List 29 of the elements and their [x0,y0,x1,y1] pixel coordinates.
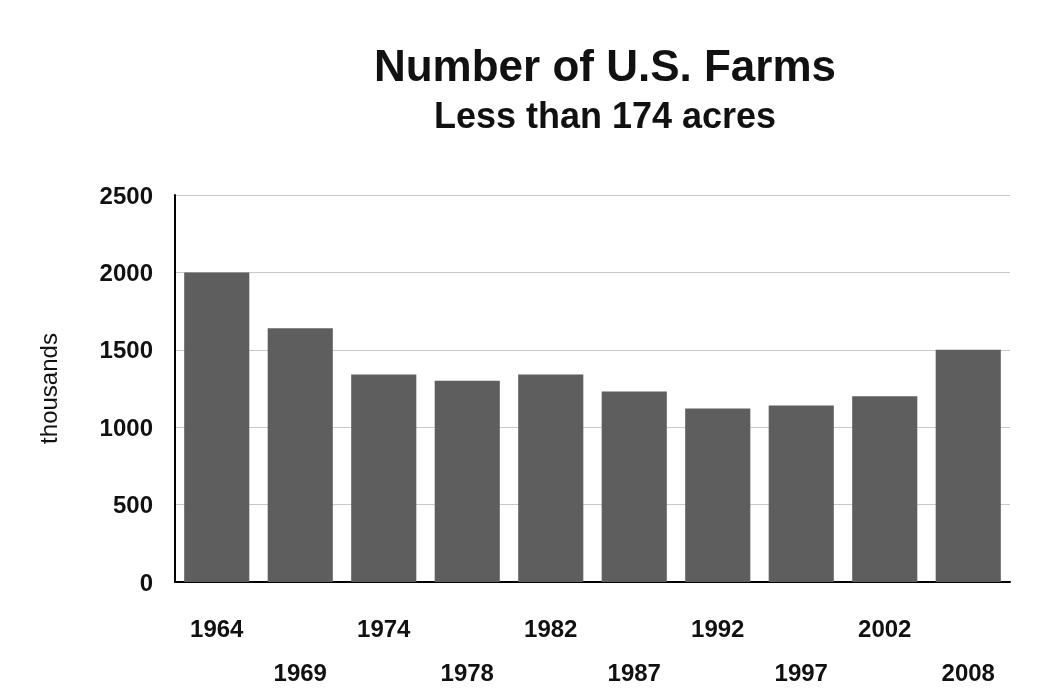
bar [685,408,751,582]
y-tick-label: 1000 [99,413,153,441]
bar [601,391,667,582]
x-tick-label: 1997 [774,658,828,686]
x-tick-label: 2002 [858,614,912,642]
x-tick-label: 1974 [357,614,412,642]
y-tick-label: 2000 [99,258,153,286]
chart-title: Number of U.S. Farms [373,40,837,90]
x-tick-label: 2008 [941,658,995,686]
y-tick-label: 500 [112,491,153,519]
x-tick-label: 1964 [190,614,245,642]
bar [434,380,500,582]
bar [518,374,584,582]
bar [184,272,250,582]
x-tick-label: 1982 [524,614,578,642]
y-tick-label: 2500 [99,181,153,209]
x-tick-label: 1992 [691,614,745,642]
x-tick-label: 1969 [273,658,327,686]
y-axis-title: thousands [34,333,62,444]
y-tick-label: 0 [139,568,153,596]
bar [768,405,834,582]
x-tick-label: 1978 [440,658,494,686]
chart-subtitle: Less than 174 acres [433,94,777,136]
y-tick-label: 1500 [99,336,153,364]
bar [852,396,918,582]
bar [935,349,1001,582]
bar [267,328,333,582]
bar [351,374,417,582]
x-tick-label: 1987 [607,658,661,686]
